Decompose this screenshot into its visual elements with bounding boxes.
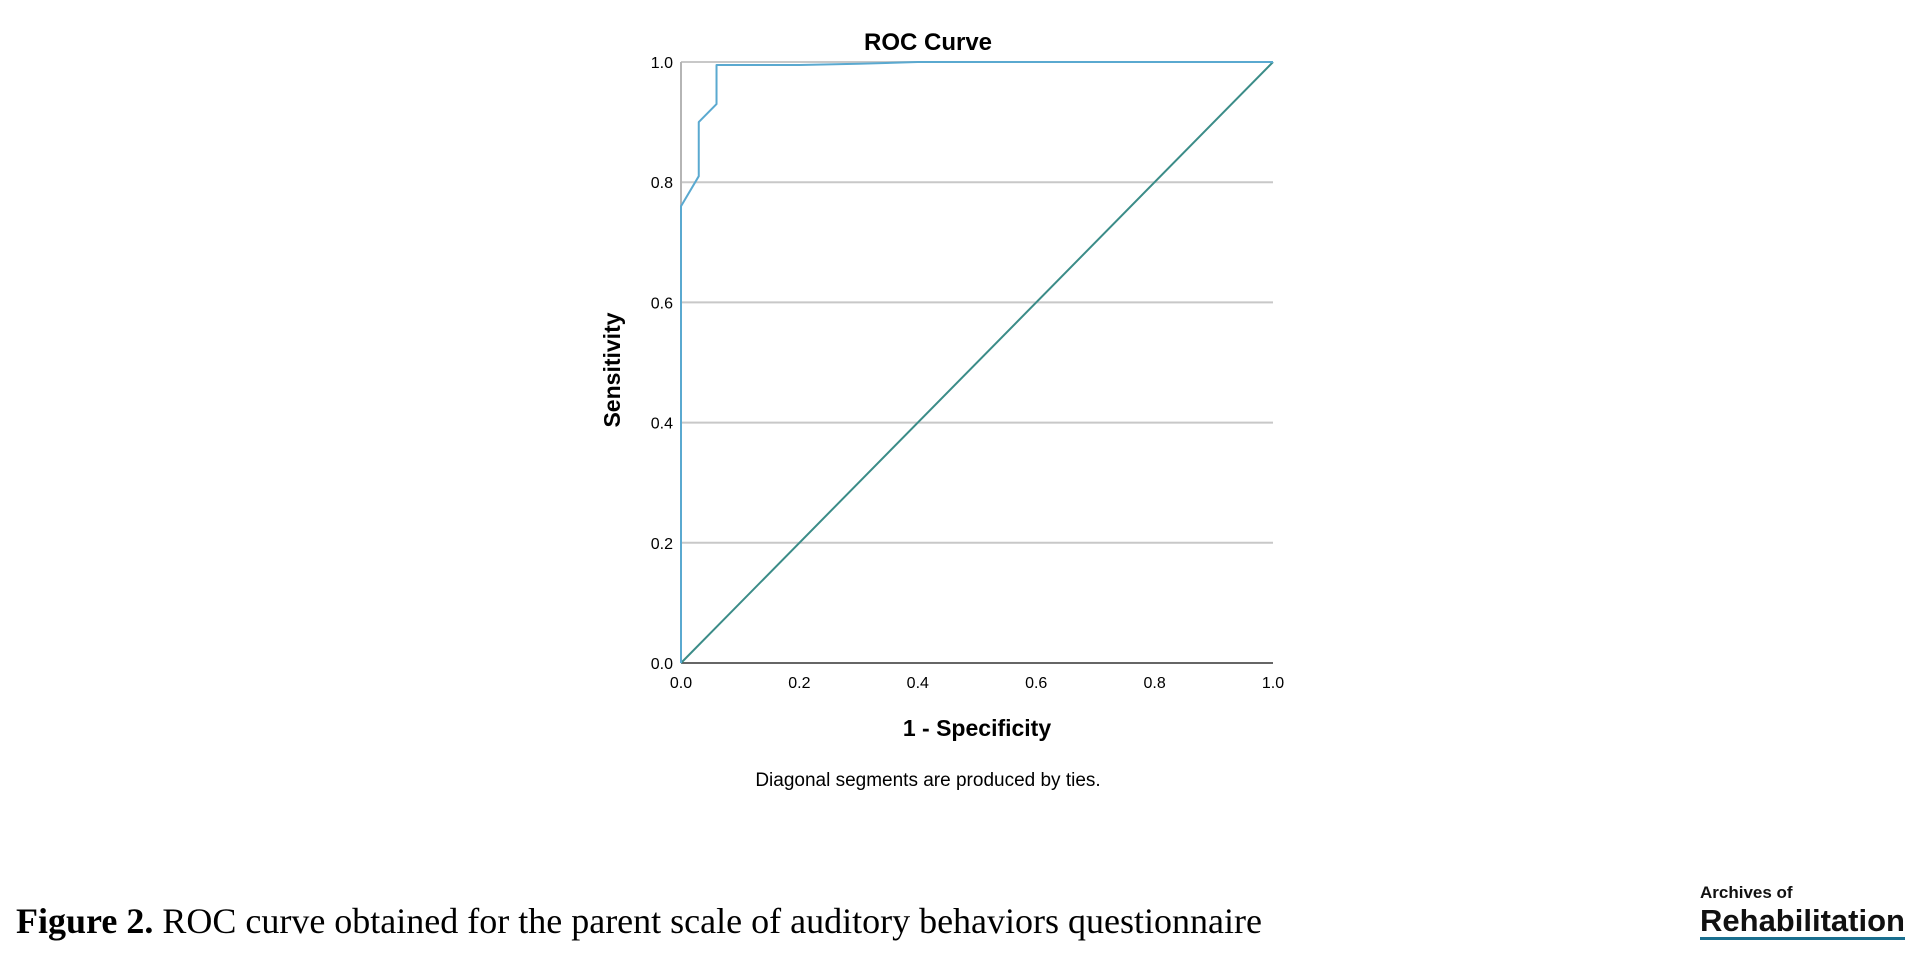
reference-diagonal-line — [680, 61, 1274, 664]
roc-curve-line — [680, 61, 1273, 663]
x-tick-label: 0.8 — [1143, 675, 1165, 692]
x-tick-label: 0.4 — [907, 675, 929, 692]
figure-caption: Figure 2. ROC curve obtained for the par… — [16, 900, 1262, 942]
y-tick-label: 0.2 — [651, 536, 673, 553]
x-tick-label: 0.0 — [670, 675, 692, 692]
figure-caption-text: ROC curve obtained for the parent scale … — [153, 901, 1262, 941]
journal-logo: Archives of Rehabilitation — [1700, 884, 1905, 940]
chart-title: ROC Curve — [864, 29, 992, 56]
x-tick-label: 0.6 — [1025, 675, 1047, 692]
y-tick-label: 0.8 — [651, 175, 673, 192]
chart-note: Diagonal segments are produced by ties. — [755, 770, 1100, 791]
y-tick-label: 0.6 — [651, 295, 673, 312]
journal-logo-big-text: Rehabilitation — [1700, 903, 1905, 940]
x-tick-label: 1.0 — [1262, 675, 1284, 692]
tick-labels: 0.0 0.2 0.4 0.6 0.8 1.0 0.0 0.2 0.4 0.6 0.8 1.0 — [651, 55, 1284, 692]
journal-logo-small-text: Archives of — [1700, 883, 1793, 902]
x-tick-label: 0.2 — [788, 675, 810, 692]
y-tick-label: 0.4 — [651, 416, 673, 433]
series — [680, 61, 1274, 664]
y-tick-label: 1.0 — [651, 55, 673, 72]
x-axis-label: 1 - Specificity — [903, 715, 1051, 741]
y-axis-label: Sensitivity — [599, 312, 625, 427]
y-tick-label: 0.0 — [651, 656, 673, 673]
figure-caption-label: Figure 2. — [16, 901, 154, 941]
grid-lines — [681, 61, 1273, 544]
